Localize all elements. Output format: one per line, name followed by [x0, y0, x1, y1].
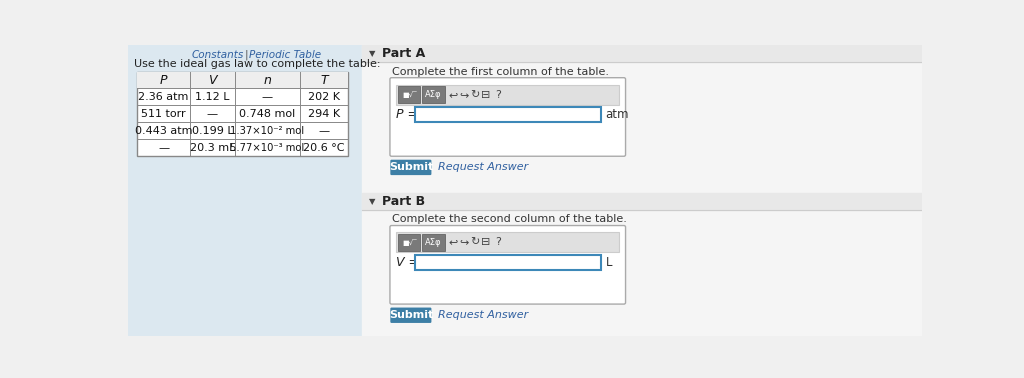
Text: ⊟: ⊟	[481, 90, 490, 100]
Text: 0.199 L: 0.199 L	[191, 126, 233, 136]
Bar	[396, 232, 620, 253]
Text: AΣφ: AΣφ	[425, 238, 441, 247]
Text: L: L	[605, 256, 612, 269]
Text: atm: atm	[605, 108, 629, 121]
Text: ■√‾: ■√‾	[402, 91, 417, 98]
Text: Complete the first column of the table.: Complete the first column of the table.	[391, 67, 608, 76]
Bar	[415, 255, 601, 270]
Text: ↩: ↩	[449, 237, 458, 248]
Text: AΣφ: AΣφ	[425, 90, 441, 99]
Text: —: —	[158, 143, 169, 153]
Text: ▼: ▼	[369, 50, 376, 58]
Text: Periodic Table: Periodic Table	[249, 50, 322, 60]
Text: 511 torr: 511 torr	[141, 109, 186, 119]
Bar	[137, 71, 348, 156]
Text: 294 K: 294 K	[308, 109, 340, 119]
Bar	[128, 45, 362, 336]
Text: ↻: ↻	[470, 237, 479, 248]
FancyBboxPatch shape	[390, 308, 431, 323]
Text: 202 K: 202 K	[308, 92, 340, 102]
Text: ↻: ↻	[470, 90, 479, 100]
Text: Request Answer: Request Answer	[438, 310, 528, 320]
Text: 20.6 °C: 20.6 °C	[303, 143, 345, 153]
Text: P: P	[160, 73, 167, 87]
Bar	[137, 71, 348, 88]
Text: ↩: ↩	[449, 90, 458, 100]
Text: 2.36 atm: 2.36 atm	[138, 92, 188, 102]
Text: P =: P =	[396, 108, 418, 121]
Bar	[396, 85, 620, 105]
Bar	[362, 193, 922, 210]
Text: ?: ?	[495, 90, 501, 100]
Text: Use the ideal gas law to complete the table:: Use the ideal gas law to complete the ta…	[134, 59, 381, 69]
Text: ↪: ↪	[459, 90, 468, 100]
Bar	[422, 86, 445, 103]
Text: 1.37×10⁻² mol: 1.37×10⁻² mol	[230, 126, 304, 136]
Text: Constants: Constants	[193, 50, 245, 60]
Text: Complete the second column of the table.: Complete the second column of the table.	[391, 214, 627, 225]
Text: n: n	[263, 73, 271, 87]
Bar	[415, 107, 601, 122]
Text: V: V	[208, 73, 217, 87]
FancyBboxPatch shape	[390, 160, 431, 175]
Text: ↪: ↪	[459, 237, 468, 248]
Text: V =: V =	[396, 256, 419, 269]
Text: 0.748 mol: 0.748 mol	[240, 109, 296, 119]
Text: 5.77×10⁻³ mol: 5.77×10⁻³ mol	[230, 143, 304, 153]
Text: 20.3 mL: 20.3 mL	[189, 143, 236, 153]
Text: ?: ?	[495, 237, 501, 248]
FancyBboxPatch shape	[390, 226, 626, 304]
Text: —: —	[207, 109, 218, 119]
Text: —: —	[318, 126, 330, 136]
Text: Submit: Submit	[389, 163, 433, 172]
Text: ▼: ▼	[369, 197, 376, 206]
Bar	[362, 45, 922, 62]
Bar	[398, 86, 420, 103]
Text: Part B: Part B	[382, 195, 425, 208]
Bar	[398, 234, 420, 251]
Text: 0.443 atm: 0.443 atm	[135, 126, 193, 136]
Bar	[362, 45, 922, 336]
Text: Request Answer: Request Answer	[438, 163, 528, 172]
Text: —: —	[262, 92, 273, 102]
FancyBboxPatch shape	[390, 78, 626, 156]
Text: ⊟: ⊟	[481, 237, 490, 248]
Text: |: |	[245, 50, 249, 60]
Text: ■√‾: ■√‾	[402, 239, 417, 246]
Text: T: T	[321, 73, 328, 87]
Text: Submit: Submit	[389, 310, 433, 320]
Bar	[422, 234, 445, 251]
Text: Part A: Part A	[382, 47, 425, 60]
Text: 1.12 L: 1.12 L	[196, 92, 229, 102]
